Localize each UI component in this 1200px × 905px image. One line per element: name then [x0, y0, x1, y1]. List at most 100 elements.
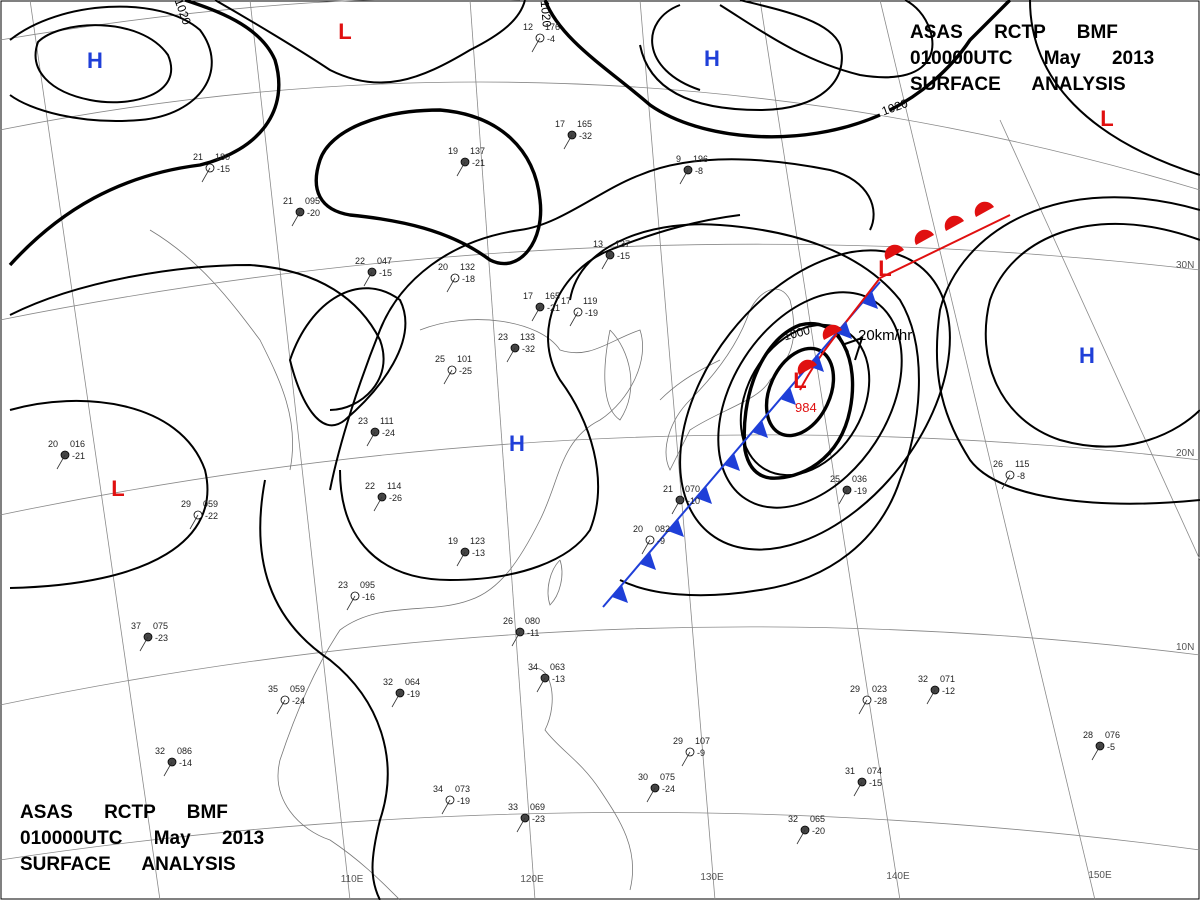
station-pressure: 080	[525, 616, 540, 626]
wind-barb	[366, 431, 376, 447]
station-plot: 32 064 -19	[383, 677, 420, 708]
station-plot: 23 133 -32	[498, 332, 535, 363]
cold-front-triangle	[780, 387, 796, 405]
station-temperature: 22	[365, 481, 375, 491]
station-temperature: 21	[283, 196, 293, 206]
station-dewpoint: -16	[362, 592, 375, 602]
wind-barb	[671, 499, 681, 515]
wind-barb	[276, 699, 286, 715]
front-motion: 20km/hr	[858, 327, 912, 344]
wind-barb	[1091, 745, 1101, 761]
station-temperature: 30	[638, 772, 648, 782]
station-temperature: 29	[850, 684, 860, 694]
wind-barb	[511, 631, 521, 647]
wind-barb	[56, 454, 66, 470]
meridian	[249, 0, 351, 901]
station-pressure: 036	[852, 474, 867, 484]
station-temperature: 37	[131, 621, 141, 631]
station-dewpoint: -15	[869, 778, 882, 788]
station-temperature: 21	[663, 484, 673, 494]
station-temperature: 23	[498, 332, 508, 342]
station-dewpoint: -24	[662, 784, 675, 794]
station-dewpoint: -19	[457, 796, 470, 806]
station-pressure: 111	[380, 416, 394, 426]
station-dewpoint: -32	[579, 131, 592, 141]
wind-barb	[446, 277, 456, 293]
station-temperature: 20	[633, 524, 643, 534]
station-pressure: 137	[470, 146, 485, 156]
meridian	[469, 0, 536, 901]
station-plot: 25 036 -19	[830, 474, 867, 505]
longitude-label: 130E	[700, 872, 724, 883]
station-pressure: 071	[940, 674, 955, 684]
wind-barb	[1001, 474, 1011, 490]
station-temperature: 19	[448, 536, 458, 546]
pressure-center: L	[1100, 106, 1113, 131]
station-plot: 20 082 -9	[633, 524, 670, 555]
station-temperature: 25	[435, 354, 445, 364]
station-plot: 25 101 -25	[435, 354, 472, 385]
station-plot: 17 119 -19	[561, 296, 598, 327]
fronts	[602, 201, 1011, 608]
wind-barb	[373, 496, 383, 512]
pressure-center: L	[793, 368, 806, 393]
wind-barb	[679, 169, 689, 185]
station-pressure: 016	[70, 439, 85, 449]
station-dewpoint: -32	[522, 344, 535, 354]
pressure-center: L	[111, 476, 124, 501]
warm-front-semicircle	[797, 359, 817, 375]
station-dewpoint: -19	[585, 308, 598, 318]
station-dewpoint: -20	[307, 208, 320, 218]
station-plot: 28 076 -5	[1083, 730, 1120, 761]
latitude-label: 20N	[1176, 448, 1194, 459]
longitude-label: 140E	[886, 871, 910, 882]
latitude-label: 30N	[1176, 260, 1194, 271]
wind-barb	[189, 514, 199, 530]
station-pressure: 069	[530, 802, 545, 812]
wind-barb	[291, 211, 301, 227]
wind-barb	[926, 689, 936, 705]
station-dewpoint: -10	[687, 496, 700, 506]
pressure-center: H	[509, 431, 525, 456]
pressure-center: H	[87, 48, 103, 73]
station-pressure: 176	[545, 22, 560, 32]
meridian	[29, 0, 161, 901]
station-plot: 12 176 -4	[523, 22, 560, 53]
station-pressure: 047	[377, 256, 392, 266]
pressure-center: L	[338, 19, 351, 44]
station-pressure: 064	[405, 677, 420, 687]
station-temperature: 22	[355, 256, 365, 266]
station-plot: 34 073 -19	[433, 784, 470, 815]
station-plot: 32 065 -20	[788, 814, 825, 845]
station-pressure: 165	[545, 291, 560, 301]
station-pressure: 180	[215, 152, 230, 162]
station-pressure: 095	[305, 196, 320, 206]
meridian	[639, 0, 716, 901]
warm-front	[799, 214, 1011, 391]
station-temperature: 34	[433, 784, 443, 794]
station-dewpoint: -20	[812, 826, 825, 836]
station-dewpoint: -24	[292, 696, 305, 706]
station-dewpoint: -21	[472, 158, 485, 168]
station-temperature: 28	[1083, 730, 1093, 740]
station-pressure: 059	[290, 684, 305, 694]
station-pressure: 073	[455, 784, 470, 794]
station-pressure: 137	[615, 239, 630, 249]
station-plot: 20 016 -21	[48, 439, 85, 470]
wind-barb	[391, 692, 401, 708]
station-temperature: 32	[155, 746, 165, 756]
station-temperature: 32	[383, 677, 393, 687]
station-plot: 29 059 -22	[181, 499, 218, 530]
wind-barb	[531, 37, 541, 53]
station-plot: 9 196 -8	[676, 154, 708, 185]
station-temperature: 29	[673, 736, 683, 746]
station-dewpoint: -23	[155, 633, 168, 643]
pressure-center: L	[878, 256, 891, 281]
cold-front-triangle	[836, 321, 852, 339]
station-plot: 21 070 -10	[663, 484, 700, 515]
cold-front-triangle	[640, 552, 656, 570]
station-plot: 32 086 -14	[155, 746, 192, 777]
station-pressure: 196	[693, 154, 708, 164]
